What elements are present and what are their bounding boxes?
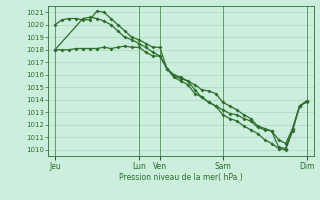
X-axis label: Pression niveau de la mer( hPa ): Pression niveau de la mer( hPa ) (119, 173, 243, 182)
